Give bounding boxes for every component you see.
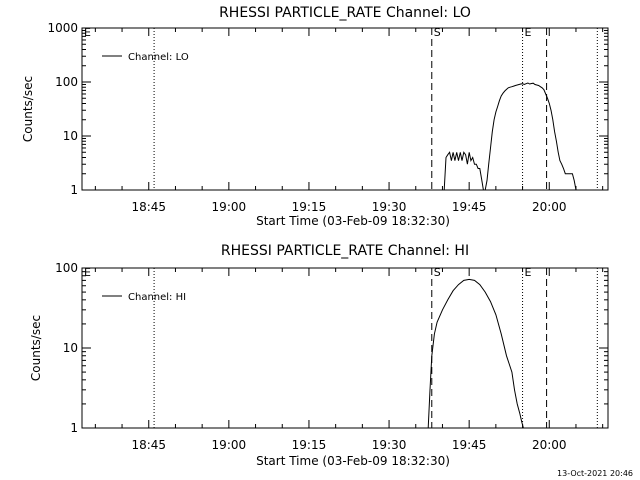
event-marker-label: E	[84, 26, 91, 39]
x-tick-label: 20:00	[532, 438, 567, 452]
y-tick-label: 10	[63, 341, 78, 355]
chart-panel-0: RHESSI PARTICLE_RATE Channel: LO Counts/s…	[21, 5, 609, 228]
x-tick-label: 19:15	[292, 438, 327, 452]
legend-entry: Channel: LO	[128, 52, 189, 63]
y-tick-label: 1	[70, 183, 78, 197]
x-tick-label: 19:00	[212, 438, 247, 452]
chart-panel-1: RHESSI PARTICLE_RATE Channel: HI Counts/s…	[29, 243, 609, 468]
event-marker-label: E	[525, 266, 532, 279]
y-tick-label: 100	[55, 261, 78, 275]
y-tick-label: 1000	[47, 21, 78, 35]
footer-timestamp: 13-Oct-2021 20:46	[557, 469, 633, 478]
event-marker-label: E	[84, 266, 91, 279]
chart-title: RHESSI PARTICLE_RATE Channel: HI	[221, 243, 469, 259]
x-tick-label: 18:45	[131, 200, 166, 214]
legend-entry: Channel: HI	[128, 292, 186, 303]
series-line-0	[427, 278, 524, 429]
x-tick-label: 19:30	[372, 438, 407, 452]
x-axis-label: Start Time (03-Feb-09 18:32:30)	[256, 454, 450, 468]
x-tick-label: 19:45	[452, 438, 487, 452]
x-axis-label: Start Time (03-Feb-09 18:32:30)	[256, 214, 450, 228]
y-tick-label: 1	[70, 421, 78, 435]
x-tick-label: 19:15	[292, 200, 327, 214]
x-tick-label: 18:45	[131, 438, 166, 452]
event-marker-label: S	[434, 266, 441, 279]
event-marker-label: S	[434, 26, 441, 39]
y-tick-label: 100	[55, 75, 78, 89]
series-line-0	[442, 82, 578, 191]
y-axis-label: Counts/sec	[29, 315, 43, 381]
event-marker-label: E	[525, 26, 532, 39]
x-tick-label: 19:00	[212, 200, 247, 214]
chart-title: RHESSI PARTICLE_RATE Channel: LO	[219, 5, 471, 21]
y-tick-label: 10	[63, 129, 78, 143]
y-axis-label: Counts/sec	[21, 76, 35, 142]
x-tick-label: 20:00	[532, 200, 567, 214]
x-tick-label: 19:30	[372, 200, 407, 214]
x-tick-label: 19:45	[452, 200, 487, 214]
